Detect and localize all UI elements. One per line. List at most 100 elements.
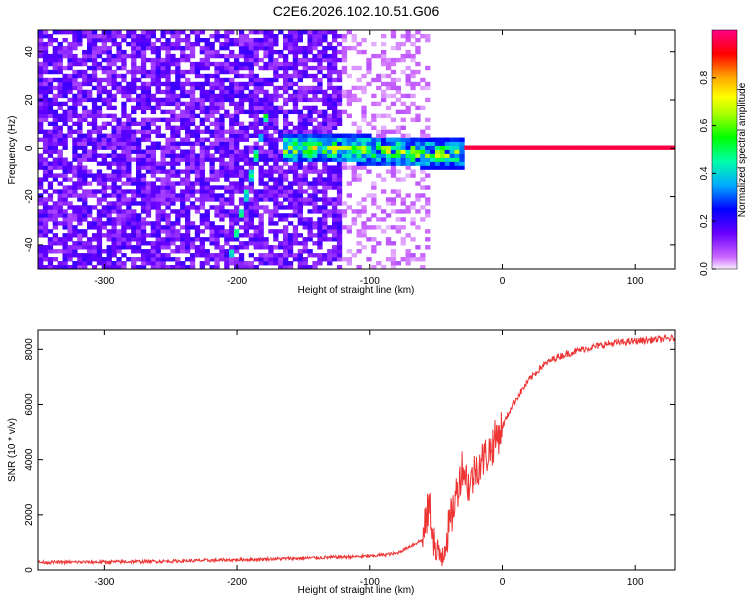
spectrogram-cell — [155, 165, 161, 170]
spectrogram-cell — [160, 145, 166, 150]
spectrogram-cell — [307, 165, 313, 170]
spectrogram-cell — [175, 261, 181, 266]
spectrogram-cell — [155, 209, 161, 214]
spectrogram-cell — [57, 41, 63, 47]
spectrogram-cell — [136, 161, 142, 166]
spectrogram-cell — [229, 81, 235, 87]
spectrogram-cell — [87, 93, 93, 99]
spectrogram-cell — [297, 129, 303, 134]
bot-y-tick-label: 4000 — [24, 448, 35, 471]
spectrogram-cell — [101, 113, 107, 119]
spectrogram-cell — [52, 133, 58, 138]
spectrogram-cell — [273, 157, 279, 162]
spectrogram-cell — [234, 173, 240, 178]
spectrogram-cell — [371, 181, 377, 186]
spectrogram-cell — [287, 201, 294, 206]
spectrogram-cell — [194, 245, 201, 250]
spectrogram-cell — [170, 237, 176, 242]
spectrogram-cell — [42, 41, 49, 47]
spectrogram-cell — [185, 129, 191, 134]
spectrogram-cell — [204, 225, 210, 230]
spectrogram-cell — [464, 145, 470, 150]
spectrogram-cell — [253, 149, 259, 154]
spectrogram-cell — [327, 181, 333, 186]
spectrogram-cell — [307, 201, 313, 206]
spectrogram-cell — [395, 129, 401, 134]
spectrogram-cell — [214, 225, 220, 230]
spectrogram-cell — [57, 49, 63, 55]
spectrogram-cell — [327, 145, 333, 150]
spectrogram-cell — [234, 145, 240, 150]
spectrogram-cell — [47, 265, 54, 269]
spectrogram-cell — [185, 185, 191, 190]
spectrogram-cell — [121, 121, 127, 126]
spectrogram-cell — [322, 57, 328, 63]
spectrogram-cell — [199, 101, 205, 107]
spectrogram-cell — [253, 153, 259, 158]
spectrogram-cell — [385, 169, 392, 174]
spectrogram-cell — [248, 253, 254, 258]
spectrogram-cell — [332, 133, 338, 138]
spectrogram-cell — [160, 149, 166, 154]
spectrogram-cell — [283, 97, 289, 103]
spectrogram-cell — [72, 105, 78, 111]
spectrogram-cell — [111, 201, 117, 206]
spectrogram-cell — [292, 41, 299, 47]
spectrogram-cell — [283, 245, 289, 250]
spectrogram-cell — [87, 129, 93, 134]
spectrogram-cell — [194, 129, 201, 134]
spectrogram-cell — [62, 113, 68, 119]
spectrogram-cell — [253, 141, 259, 146]
spectrogram-cell — [224, 249, 230, 254]
spectrogram-cell — [670, 145, 675, 150]
spectrogram-cell — [67, 133, 73, 138]
spectrogram-cell — [366, 257, 372, 262]
spectrogram-cell — [140, 41, 147, 47]
spectrogram-cell — [87, 73, 93, 79]
spectrogram-cell — [248, 209, 254, 214]
spectrogram-cell — [62, 37, 68, 43]
spectrogram-cell — [351, 97, 357, 103]
spectrogram-cell — [199, 217, 205, 222]
spectrogram-cell — [126, 125, 132, 130]
spectrogram-cell — [126, 241, 132, 246]
spectrogram-cell — [57, 205, 63, 210]
colorbar-label: Normalized spectral amplitude — [737, 82, 748, 217]
spectrogram-cell — [332, 197, 338, 202]
spectrogram-cell — [91, 153, 98, 158]
spectrogram-cell — [263, 133, 269, 138]
spectrogram-cell — [248, 145, 254, 150]
spectrogram-cell — [297, 89, 303, 95]
spectrogram-cell — [302, 261, 308, 266]
spectrogram-cell — [106, 233, 112, 238]
spectrogram-cell — [234, 61, 240, 67]
spectrogram-cell — [332, 30, 338, 35]
spectrogram-cell — [67, 81, 73, 87]
spectrogram-cell — [52, 201, 58, 206]
spectrogram-cell — [116, 161, 122, 166]
spectrogram-cell — [317, 241, 323, 246]
spectrogram-cell — [121, 197, 127, 202]
spectrogram-cell — [67, 125, 73, 130]
spectrogram-cell — [224, 141, 230, 146]
spectrogram-cell — [96, 221, 103, 226]
spectrogram-cell — [243, 233, 250, 238]
spectrogram-cell — [253, 101, 259, 107]
spectrogram-cell — [82, 93, 88, 99]
spectrogram-cell — [312, 45, 318, 51]
spectrogram-cell — [336, 133, 343, 138]
spectrogram-cell — [126, 201, 132, 206]
spectrogram-cell — [111, 161, 117, 166]
spectrogram-cell — [385, 137, 392, 142]
spectrogram-cell — [180, 177, 186, 182]
spectrogram-cell — [214, 137, 220, 142]
spectrogram-cell — [420, 157, 426, 162]
spectrogram-cell — [322, 53, 328, 59]
spectrogram-cell — [160, 197, 166, 202]
spectrogram-cell — [150, 201, 156, 206]
spectrogram-cell — [160, 261, 166, 266]
spectrogram-cell — [160, 193, 166, 198]
spectrogram-cell — [131, 61, 137, 67]
spectrogram-cell — [116, 217, 122, 222]
spectrogram-cell — [567, 145, 573, 150]
